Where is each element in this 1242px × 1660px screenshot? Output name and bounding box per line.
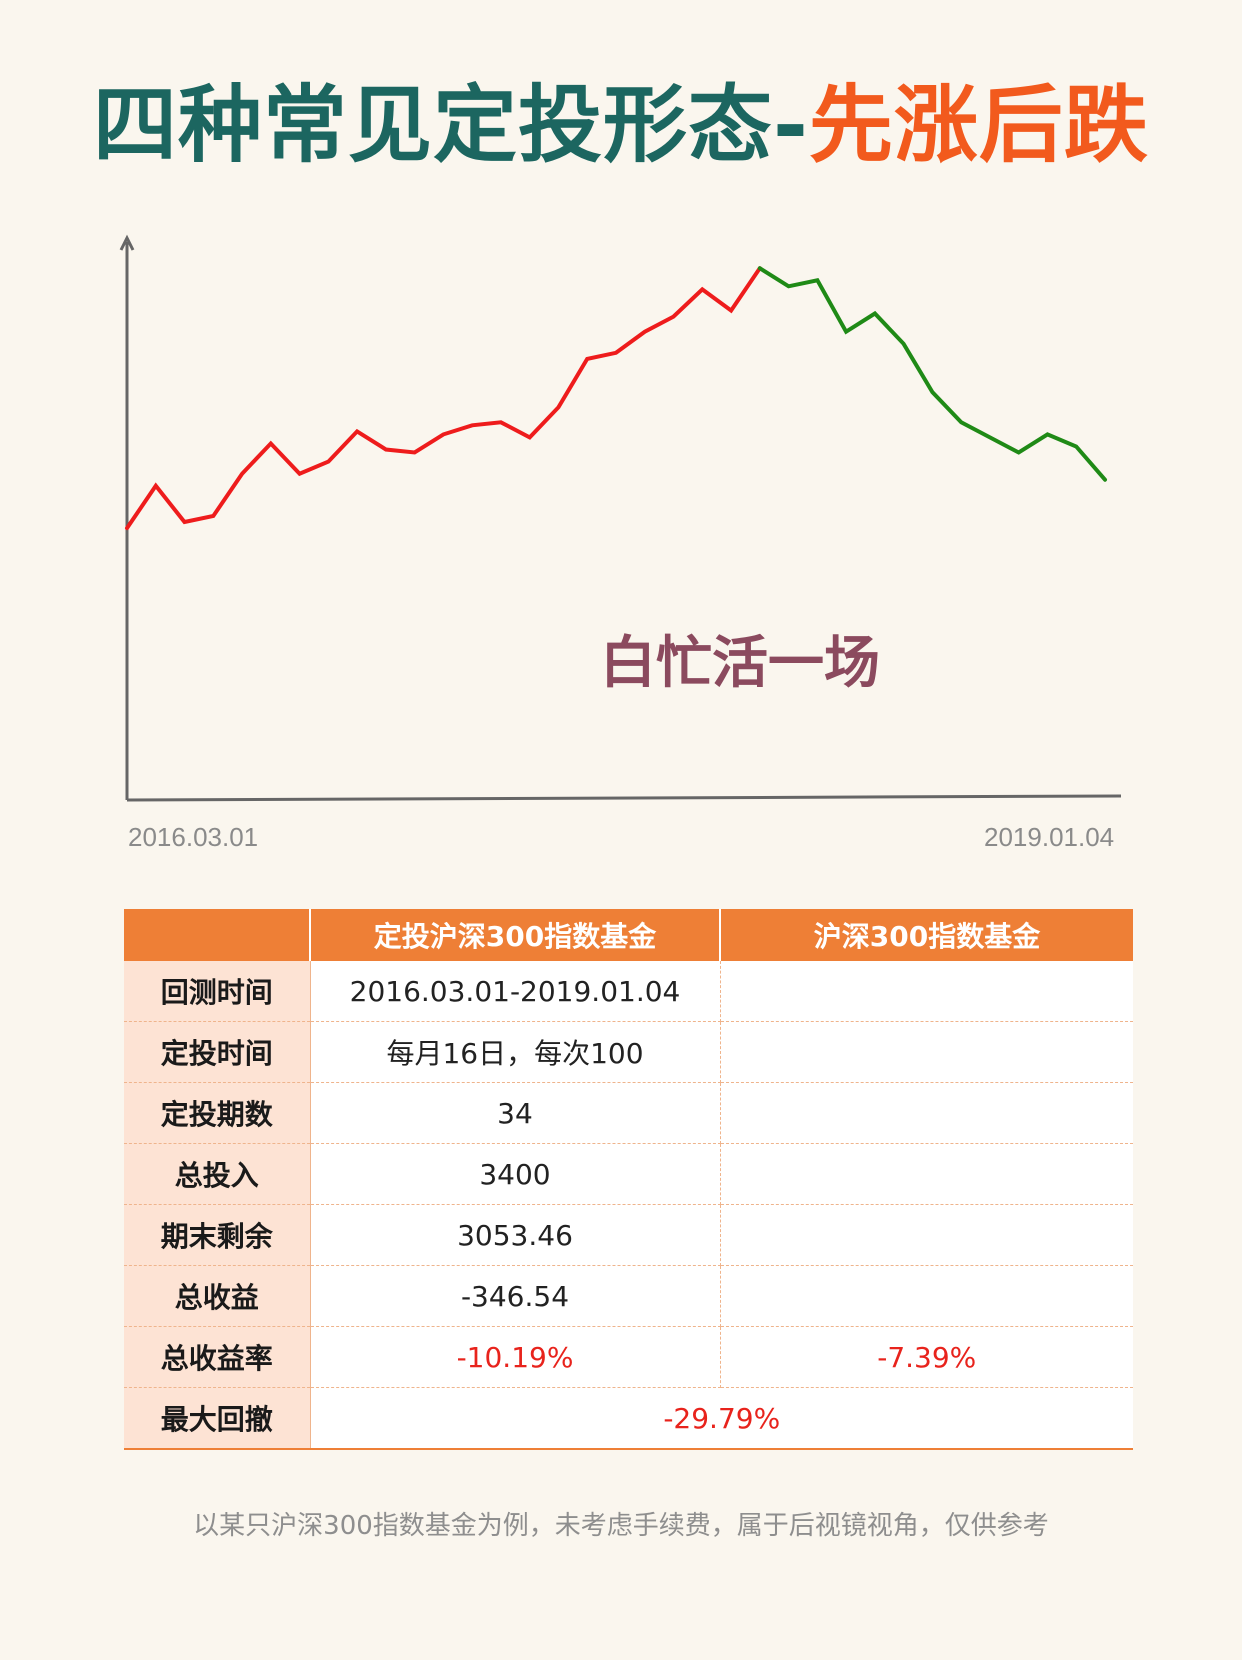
row-label: 定投时间 — [124, 1021, 311, 1083]
table-header-index: 沪深300指数基金 — [720, 909, 1133, 961]
cell-sip: -10.19% — [310, 1326, 721, 1388]
cell-sip: 3400 — [310, 1143, 721, 1205]
footnote: 以某只沪深300指数基金为例，未考虑手续费，属于后视镜视角，仅供参考 — [193, 1511, 1049, 1541]
table-row: 最大回撤 -29.79% — [124, 1387, 1133, 1450]
title-accent: 先涨后跌 — [808, 76, 1149, 174]
cell-sip: -346.54 — [310, 1265, 721, 1327]
rise-series-line — [125, 266, 762, 531]
fall-series-line — [757, 266, 1107, 482]
row-label: 期末剩余 — [124, 1204, 311, 1266]
cell-merged: -29.79% — [310, 1387, 1133, 1450]
table-header-sip: 定投沪深300指数基金 — [310, 909, 721, 961]
x-axis-line — [126, 794, 1122, 802]
cell-index — [720, 1265, 1133, 1327]
title-main: 四种常见定投形态- — [93, 76, 809, 174]
table-row: 定投时间 每月16日，每次100 — [124, 1021, 1133, 1083]
x-axis-start-label: 2016.03.01 — [128, 822, 259, 852]
cell-sip: 34 — [310, 1082, 721, 1144]
row-label: 回测时间 — [124, 961, 311, 1022]
table-header-blank — [124, 909, 311, 961]
table-row: 期末剩余 3053.46 — [124, 1204, 1133, 1266]
table-row: 总收益 -346.54 — [124, 1265, 1133, 1327]
table-row: 总收益率 -10.19% -7.39% — [124, 1326, 1133, 1388]
cell-index — [720, 1021, 1133, 1083]
row-label: 定投期数 — [124, 1082, 311, 1144]
row-label: 总投入 — [124, 1143, 311, 1205]
chart-annotation: 白忙活一场 — [600, 631, 880, 696]
table-row: 定投期数 34 — [124, 1082, 1133, 1144]
chart-axes — [119, 234, 1122, 802]
cell-index: -7.39% — [720, 1326, 1133, 1388]
cell-sip: 每月16日，每次100 — [310, 1021, 721, 1083]
table-header-row: 定投沪深300指数基金 沪深300指数基金 — [124, 909, 1133, 961]
table-row: 回测时间 2016.03.01-2019.01.04 — [124, 961, 1133, 1022]
cell-sip: 2016.03.01-2019.01.04 — [310, 961, 721, 1022]
cell-index — [720, 961, 1133, 1022]
row-label: 总收益率 — [124, 1326, 311, 1388]
chart-lines — [125, 266, 1107, 531]
table-row: 总投入 3400 — [124, 1143, 1133, 1205]
cell-index — [720, 1143, 1133, 1205]
cell-index — [720, 1204, 1133, 1266]
y-axis-arrow — [119, 234, 135, 251]
backtest-table: 定投沪深300指数基金 沪深300指数基金 回测时间 2016.03.01-20… — [124, 909, 1133, 1450]
cell-index — [720, 1082, 1133, 1144]
page-title: 四种常见定投形态-先涨后跌 — [0, 58, 1242, 179]
line-chart — [119, 234, 1122, 802]
row-label: 最大回撤 — [124, 1387, 311, 1450]
x-axis-end-label: 2019.01.04 — [984, 822, 1115, 852]
row-label: 总收益 — [124, 1265, 311, 1327]
cell-sip: 3053.46 — [310, 1204, 721, 1266]
